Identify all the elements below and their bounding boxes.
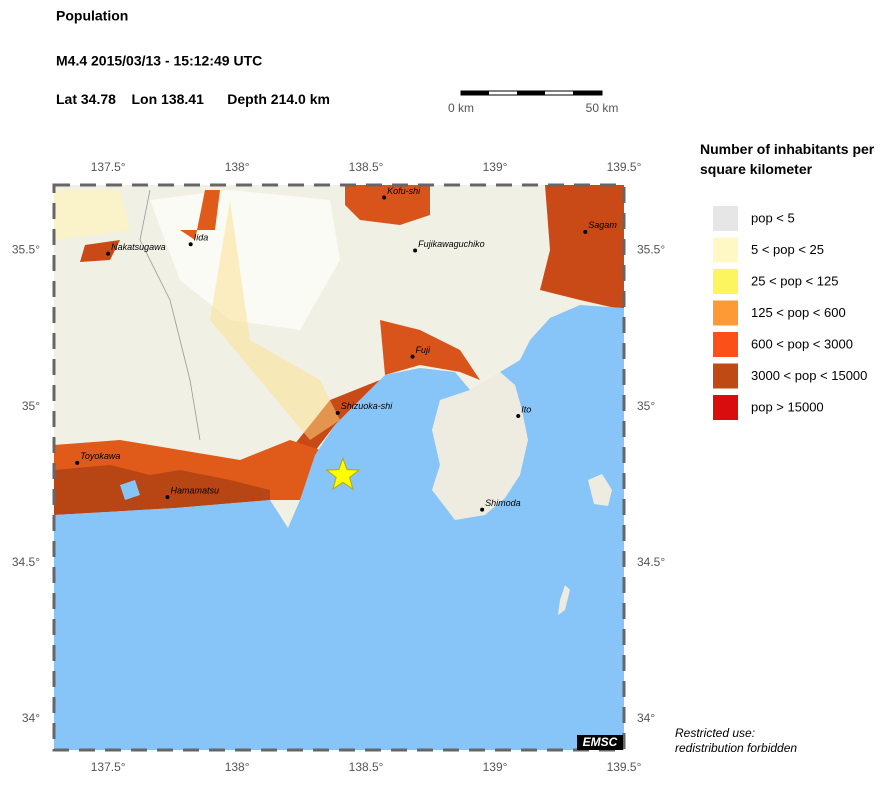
city-label: Sagam	[588, 220, 617, 230]
city-dot	[413, 248, 418, 253]
x-tick-label: 138.5°	[349, 760, 384, 774]
y-tick-label: 35°	[637, 399, 655, 413]
city-dot	[106, 251, 111, 256]
legend-label: 600 < pop < 3000	[751, 336, 853, 351]
badge: EMSC	[583, 735, 618, 749]
event: M4.4 2015/03/13 - 15:12:49 UTC	[56, 53, 262, 69]
x-tick-label: 138.5°	[349, 160, 384, 174]
legend-swatch	[713, 395, 738, 420]
y-tick-label: 35°	[22, 399, 40, 413]
x-tick-label: 137.5°	[91, 160, 126, 174]
city-label: Shimoda	[485, 498, 521, 508]
scale-bar: 0 km 50 km	[448, 90, 619, 115]
legend-label: pop < 5	[751, 210, 795, 225]
legend-label: 5 < pop < 25	[751, 242, 824, 257]
city-label: Ito	[521, 404, 531, 414]
city-dot	[75, 460, 80, 465]
badge-bg	[577, 735, 623, 750]
title: Population	[56, 8, 128, 24]
legend-swatch	[713, 206, 738, 231]
legend-swatch	[713, 300, 738, 326]
city-dot	[188, 242, 193, 247]
city-label: Fujikawaguchiko	[418, 239, 485, 249]
city-label: Nakatsugawa	[111, 242, 166, 252]
y-tick-label: 34.5°	[12, 555, 40, 569]
legend-label: 3000 < pop < 15000	[751, 368, 867, 383]
y-tick-label: 34°	[637, 711, 655, 725]
epicenter	[325, 456, 361, 491]
y-tick-label: 35.5°	[12, 243, 40, 257]
city-label: Hamamatsu	[170, 486, 219, 496]
scale-start: 0 km	[448, 101, 474, 115]
city-dot	[410, 354, 415, 359]
city-label: Shizuoka-shi	[341, 401, 394, 411]
legend-swatch	[713, 269, 738, 294]
x-tick-label: 139.5°	[607, 160, 642, 174]
legend-swatch	[713, 237, 738, 263]
city-label: Fuji	[416, 345, 432, 355]
x-tick-label: 138°	[225, 160, 250, 174]
note: Restricted use: redistribution forbidden	[675, 726, 797, 755]
city-dot	[165, 495, 170, 500]
city-dot	[382, 195, 387, 200]
map-frame	[52, 183, 626, 752]
map	[54, 185, 624, 750]
city-label: Toyokawa	[80, 451, 120, 461]
city-dot	[335, 410, 340, 415]
legend-swatch	[713, 363, 738, 389]
x-tick-label: 137.5°	[91, 760, 126, 774]
city-label: Iida	[194, 233, 209, 243]
legend-label: pop > 15000	[751, 399, 824, 414]
city-dot	[583, 229, 588, 234]
legend-title: Number of inhabitants per square kilomete…	[700, 141, 875, 177]
city-label: Kofu-shi	[387, 186, 421, 196]
y-tick-label: 34.5°	[637, 555, 665, 569]
legend-swatch	[713, 332, 738, 357]
city-dot	[480, 507, 485, 512]
x-tick-label: 139°	[483, 760, 508, 774]
x-tick-label: 139°	[483, 160, 508, 174]
x-tick-label: 139.5°	[607, 760, 642, 774]
y-tick-label: 34°	[22, 711, 40, 725]
y-tick-label: 35.5°	[637, 243, 665, 257]
city-dot	[516, 413, 521, 418]
x-tick-label: 138°	[225, 760, 250, 774]
legend-label: 125 < pop < 600	[751, 305, 846, 320]
scale-end: 50 km	[586, 101, 619, 115]
location: Lat 34.78 Lon 138.41 Depth 214.0 km	[56, 91, 330, 107]
legend-label: 25 < pop < 125	[751, 273, 838, 288]
